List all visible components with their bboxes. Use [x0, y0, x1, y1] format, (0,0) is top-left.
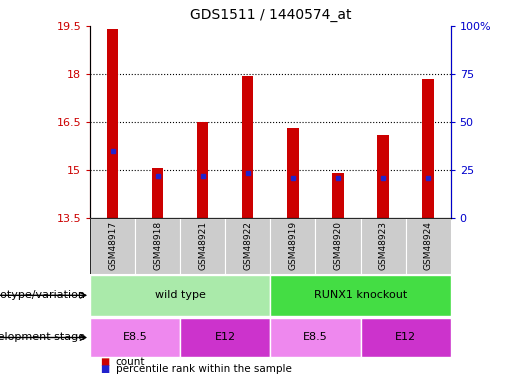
Text: GSM48921: GSM48921 [198, 221, 207, 270]
Text: count: count [116, 357, 145, 367]
Bar [197, 122, 209, 218]
Text: ■: ■ [100, 364, 110, 374]
Bar [242, 76, 253, 217]
Text: development stage: development stage [0, 333, 85, 342]
Bar [107, 30, 118, 218]
Bar [135, 217, 180, 274]
Text: GSM48923: GSM48923 [379, 221, 387, 270]
Text: ■: ■ [100, 357, 110, 367]
Bar [180, 318, 270, 357]
Bar [422, 79, 434, 218]
Text: E8.5: E8.5 [123, 333, 148, 342]
Text: RUNX1 knockout: RUNX1 knockout [314, 290, 407, 300]
Bar [90, 217, 135, 274]
Text: GSM48918: GSM48918 [153, 221, 162, 270]
Bar [226, 217, 270, 274]
Bar [180, 217, 226, 274]
Bar [270, 274, 451, 316]
Text: GSM48924: GSM48924 [424, 221, 433, 270]
Bar [270, 217, 315, 274]
Bar [377, 135, 389, 218]
Title: GDS1511 / 1440574_at: GDS1511 / 1440574_at [190, 9, 351, 22]
Bar [90, 274, 270, 316]
Text: E12: E12 [215, 333, 236, 342]
Bar [287, 128, 299, 217]
Text: E8.5: E8.5 [303, 333, 328, 342]
Bar [360, 318, 451, 357]
Text: GSM48917: GSM48917 [108, 221, 117, 270]
Text: GSM48920: GSM48920 [334, 221, 342, 270]
Bar [332, 173, 344, 217]
Bar [270, 318, 360, 357]
Bar [152, 168, 163, 217]
Text: genotype/variation: genotype/variation [0, 290, 85, 300]
Bar [406, 217, 451, 274]
Bar [315, 217, 360, 274]
Bar [90, 318, 180, 357]
Bar [360, 217, 406, 274]
Text: GSM48919: GSM48919 [288, 221, 297, 270]
Text: percentile rank within the sample: percentile rank within the sample [116, 364, 292, 374]
Text: GSM48922: GSM48922 [244, 221, 252, 270]
Text: E12: E12 [395, 333, 416, 342]
Text: wild type: wild type [155, 290, 205, 300]
